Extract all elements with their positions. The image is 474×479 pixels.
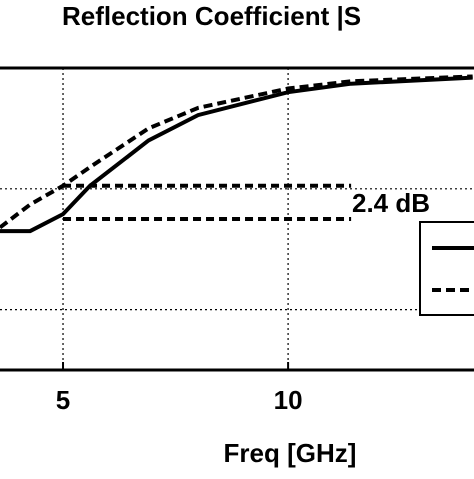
- x-tick-label: 10: [274, 385, 303, 415]
- x-tick-label: 5: [56, 385, 70, 415]
- plot-frame: [0, 66, 474, 372]
- x-axis-label: Freq [GHz]: [224, 438, 357, 468]
- legend: [419, 221, 474, 316]
- chart-title: Reflection Coefficient |S: [62, 1, 361, 31]
- series-line: [0, 75, 473, 234]
- series-line: [0, 74, 473, 230]
- legend-box: [419, 221, 474, 316]
- annotation: 2.4 dB: [352, 188, 430, 218]
